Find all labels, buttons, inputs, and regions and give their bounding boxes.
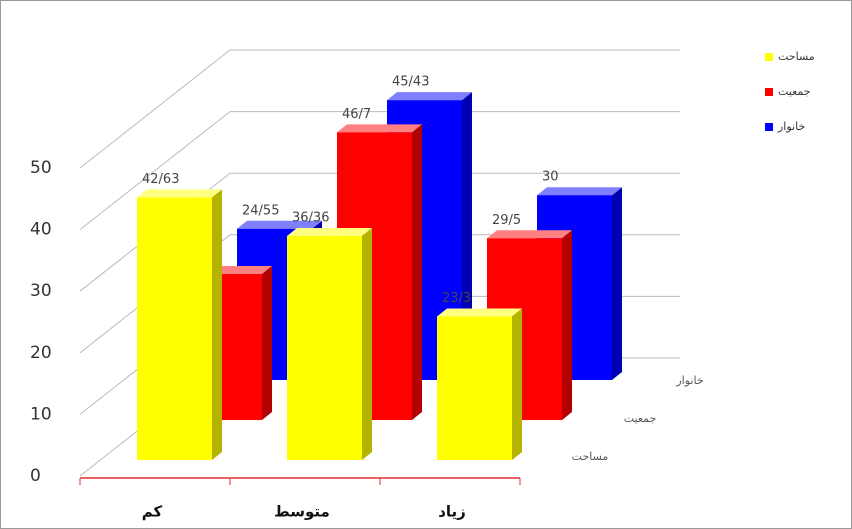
y-tick-label: 10 [30,404,52,424]
bar [437,316,512,460]
grid-line [79,111,680,230]
legend-swatch [765,53,773,61]
value-label: 29/5 [492,213,521,228]
bar-top [387,92,472,101]
bar-side [262,266,272,420]
x-tick-label: زیاد [438,503,466,521]
bar-side [562,230,572,420]
value-label: 42/63 [142,172,179,187]
bar-top [487,230,572,239]
legend-swatch [765,123,773,131]
depth-label: جمعیت [624,412,657,425]
value-label: 23/3 [442,291,471,306]
value-label: 24/55 [242,203,279,218]
value-label: 45/43 [392,75,429,90]
bar-side [612,187,622,380]
bar-top [137,189,222,198]
bar [287,236,362,460]
value-label: 46/7 [342,107,371,122]
grid-line [79,49,680,169]
bar-3d: 23/3 [437,291,522,460]
y-tick-label: 0 [30,466,41,486]
depth-label: خانوار [675,374,703,387]
legend-label: مساحت [778,50,815,63]
bar-top [237,220,322,229]
value-label: 36/36 [292,211,329,226]
bar-top [337,124,422,133]
bar-3d: 42/63 [137,172,222,460]
y-tick-label: 50 [30,158,52,178]
x-tick-label: کم [142,503,163,521]
grid-line [79,172,680,292]
legend-label: جمعیت [778,85,811,98]
x-tick-label: متوسط [274,503,330,521]
y-tick-label: 40 [30,220,52,240]
bar-side [212,189,222,460]
bar-top [287,228,372,237]
value-label: 30 [542,170,559,185]
bar-side [362,228,372,460]
bar-3d: 36/36 [287,211,372,460]
bar-top [437,308,522,317]
bar-top [537,187,622,196]
legend-label: خانوار [777,120,805,133]
y-tick-label: 20 [30,343,52,363]
depth-label: مساحت [572,450,609,463]
bar-side [512,308,522,460]
y-tick-label: 30 [30,281,52,301]
bar [137,197,212,460]
legend-swatch [765,88,773,96]
bar-side [412,124,422,420]
bar-side [462,92,472,381]
